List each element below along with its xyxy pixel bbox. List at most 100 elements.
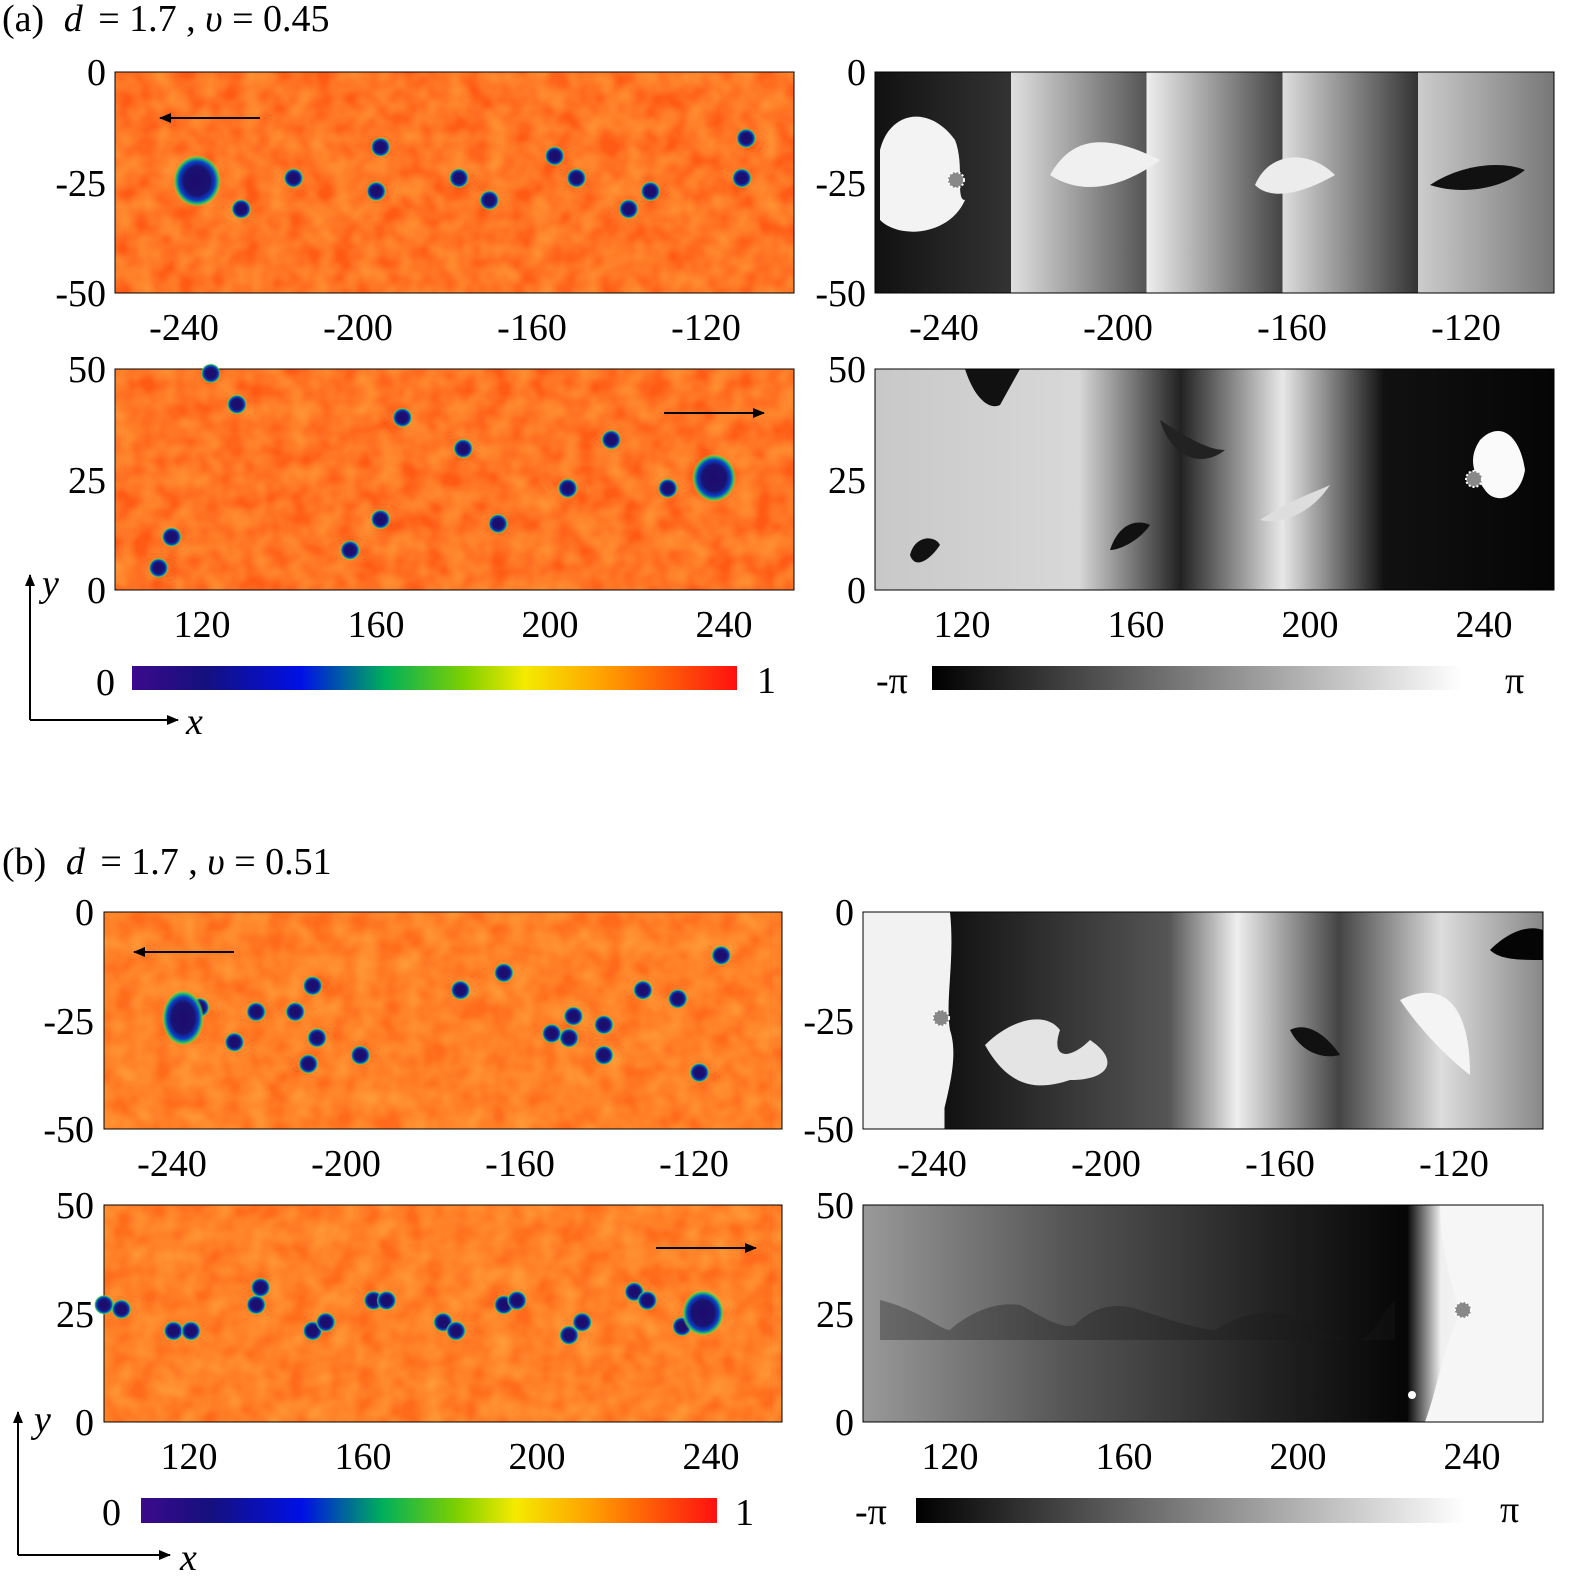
panel-b-top-vortex-15 [593,1045,614,1066]
panel-b-axis-indicator: y x [13,1399,197,1579]
panel-a-label: (a) [2,0,44,40]
panel-a-y-axis-label: y [38,563,59,605]
panel-a-top-vortex-11 [736,128,757,149]
panel-b-phase-bottom-y-tick-2: 0 [835,1402,854,1444]
panel-a-phase-top-x-tick-2: -160 [1257,307,1327,349]
panel-b-bottom-vortex-14 [559,1325,579,1346]
panel-b-label: (b) [2,841,46,883]
panel-a-top-y-tick-2: -50 [55,273,106,315]
panel-a-phase-colorbar-max: π [1505,660,1524,702]
panel-b-density-colorbar-min: 0 [102,1492,121,1534]
panel-b-bottom-vortex-5 [250,1277,271,1298]
panel-b-top-vortex-16 [632,980,653,1001]
panel-b-phase-bottom-x-tick-1: 160 [1096,1436,1153,1478]
panel-b: (b) d = 1.7 , υ = 0.51 0 -25 -50 -240 -2… [2,841,1544,1579]
panel-a-top-vortex-3 [370,137,391,158]
panel-b-bottom-vortex-1 [111,1299,132,1320]
panel-b-top-vortex-11 [541,1023,562,1044]
panel-a-top-vortex-8 [566,168,587,189]
panel-b-phase-top-x-tick-0: -240 [897,1143,967,1185]
panel-a-bottom-x-tick-0: 120 [174,604,231,646]
panel-a-phase-bottom-y-tick-1: 25 [828,460,866,502]
panel-b-bottom-x-tick-0: 120 [161,1436,218,1478]
panel-b-bottom-vortex-3 [180,1320,201,1341]
panel-a-top-vortex-1 [231,199,252,219]
panel-a-phase-top-y-tick-1: -25 [815,163,866,205]
panel-b-top-vortex-19 [711,945,732,966]
panel-a-phase-top: 0 -25 -50 -240 -200 -160 -120 [815,52,1555,349]
panel-a-top-x-tick-2: -160 [497,307,567,349]
panel-a-phase-colorbar: -π π [876,660,1524,702]
panel-a-density-bottom: 50 25 0 120 160 200 240 [68,349,795,646]
panel-a-x-axis-label: x [185,701,203,743]
panel-b-top-x-tick-1: -200 [311,1143,381,1185]
panel-a-bottom-vortex-3 [453,438,474,459]
panel-b-phase-top-x-tick-3: -120 [1419,1143,1489,1185]
panel-a-top-vortex-4 [366,181,387,202]
panel-a-bottom-vortex-8 [148,557,169,578]
panel-a-bottom-x-tick-2: 200 [522,604,579,646]
panel-a-top-vortex-12 [731,168,752,189]
panel-a-density-colorbar-min: 0 [96,662,115,704]
panel-b-top-x-tick-3: -120 [659,1143,729,1185]
panel-b-phase-bottom-x-tick-2: 200 [1270,1436,1327,1478]
panel-b-phase-colorbar-min: -π [855,1491,887,1533]
panel-a-top-vortex-6 [479,190,500,211]
panel-b-top-x-tick-0: -240 [137,1143,207,1185]
panel-b-phase-colorbar-max: π [1500,1489,1519,1531]
panel-a-bottom-y-tick-1: 25 [68,460,106,502]
panel-a-blob-bottom [692,454,736,502]
panel-a-bottom-vortex-0 [200,363,221,384]
panel-b-top-vortex-5 [302,975,323,996]
panel-b-top-y-tick-0: 0 [75,892,94,934]
panel-b-bottom-vortex-2 [163,1320,184,1341]
panel-b-top-x-tick-2: -160 [485,1143,555,1185]
panel-b-top-vortex-3 [246,1001,267,1022]
panel-a-bottom-vortex-7 [161,527,182,547]
panel-b-top-y-tick-1: -25 [43,1001,94,1043]
panel-b-phase-top-x-tick-2: -160 [1245,1143,1315,1185]
panel-a-density-top: 0 -25 -50 -240 -200 -160 -120 [55,52,795,349]
panel-a-bottom-vortex-9 [340,540,360,561]
panel-b-top-vortex-12 [559,1027,579,1048]
panel-a-phase-bottom-y-tick-2: 0 [847,570,866,612]
panel-b-d-value: 1.7 [131,841,179,883]
panel-b-density-colorbar-max: 1 [735,1492,754,1534]
panel-b-bottom-x-tick-3: 240 [683,1436,740,1478]
panel-b-phase-bottom-y-tick-1: 25 [816,1294,854,1336]
panel-a-d-symbol: d [64,0,84,40]
panel-a-top-vortex-2 [283,168,304,189]
panel-b-bottom-vortex-4 [246,1294,267,1315]
panel-b-bottom-vortex-7 [315,1312,336,1333]
panel-b-blob-bottom [682,1290,724,1336]
panel-b-x-axis-label: x [179,1537,197,1579]
panel-a-phase-bottom-x-tick-1: 160 [1108,604,1165,646]
panel-b-phase-top-y-tick-1: -25 [803,1001,854,1043]
panel-b-d-symbol: d [66,841,86,883]
panel-a-bottom-vortex-6 [657,478,678,499]
panel-b-top-vortex-10 [493,962,514,983]
panel-b-phase-top-y-tick-0: 0 [835,892,854,934]
panel-a-top-vortex-7 [544,146,565,166]
panel-a-phase-bottom-x-tick-2: 200 [1282,604,1339,646]
panel-b-density-bottom: 50 25 0 120 160 200 240 [56,1185,783,1478]
panel-b-top-vortex-7 [298,1053,319,1074]
panel-b-phase-bottom: 50 25 0 120 160 200 240 [816,1185,1544,1478]
panel-b-top-vortex-6 [307,1027,327,1048]
panel-b-header: (b) d = 1.7 , υ = 0.51 [2,841,332,883]
panel-a-bottom-vortex-2 [392,407,413,428]
panel-a-axis-indicator: y x [25,563,203,743]
panel-a-bottom-y-tick-2: 0 [87,570,106,612]
panel-a-phase-bottom-y-tick-0: 50 [828,349,866,391]
panel-a: (a) d = 1.7 , υ = 0.45 0 -25 -50 -240 -2… [2,0,1555,743]
panel-b-top-vortex-2 [224,1032,245,1053]
panel-b-top-vortex-9 [450,980,471,1001]
panel-b-top-vortex-4 [285,1001,306,1022]
panel-a-blob-top [173,155,221,207]
panel-b-y-axis-label: y [30,1399,51,1441]
panel-b-density-top: 0 -25 -50 -240 -200 -160 -120 [43,892,783,1185]
panel-b-phase-top: 0 -25 -50 -240 -200 -160 -120 [803,892,1544,1185]
panel-a-top-x-tick-1: -200 [323,307,393,349]
panel-b-bottom-vortex-15 [572,1312,593,1333]
